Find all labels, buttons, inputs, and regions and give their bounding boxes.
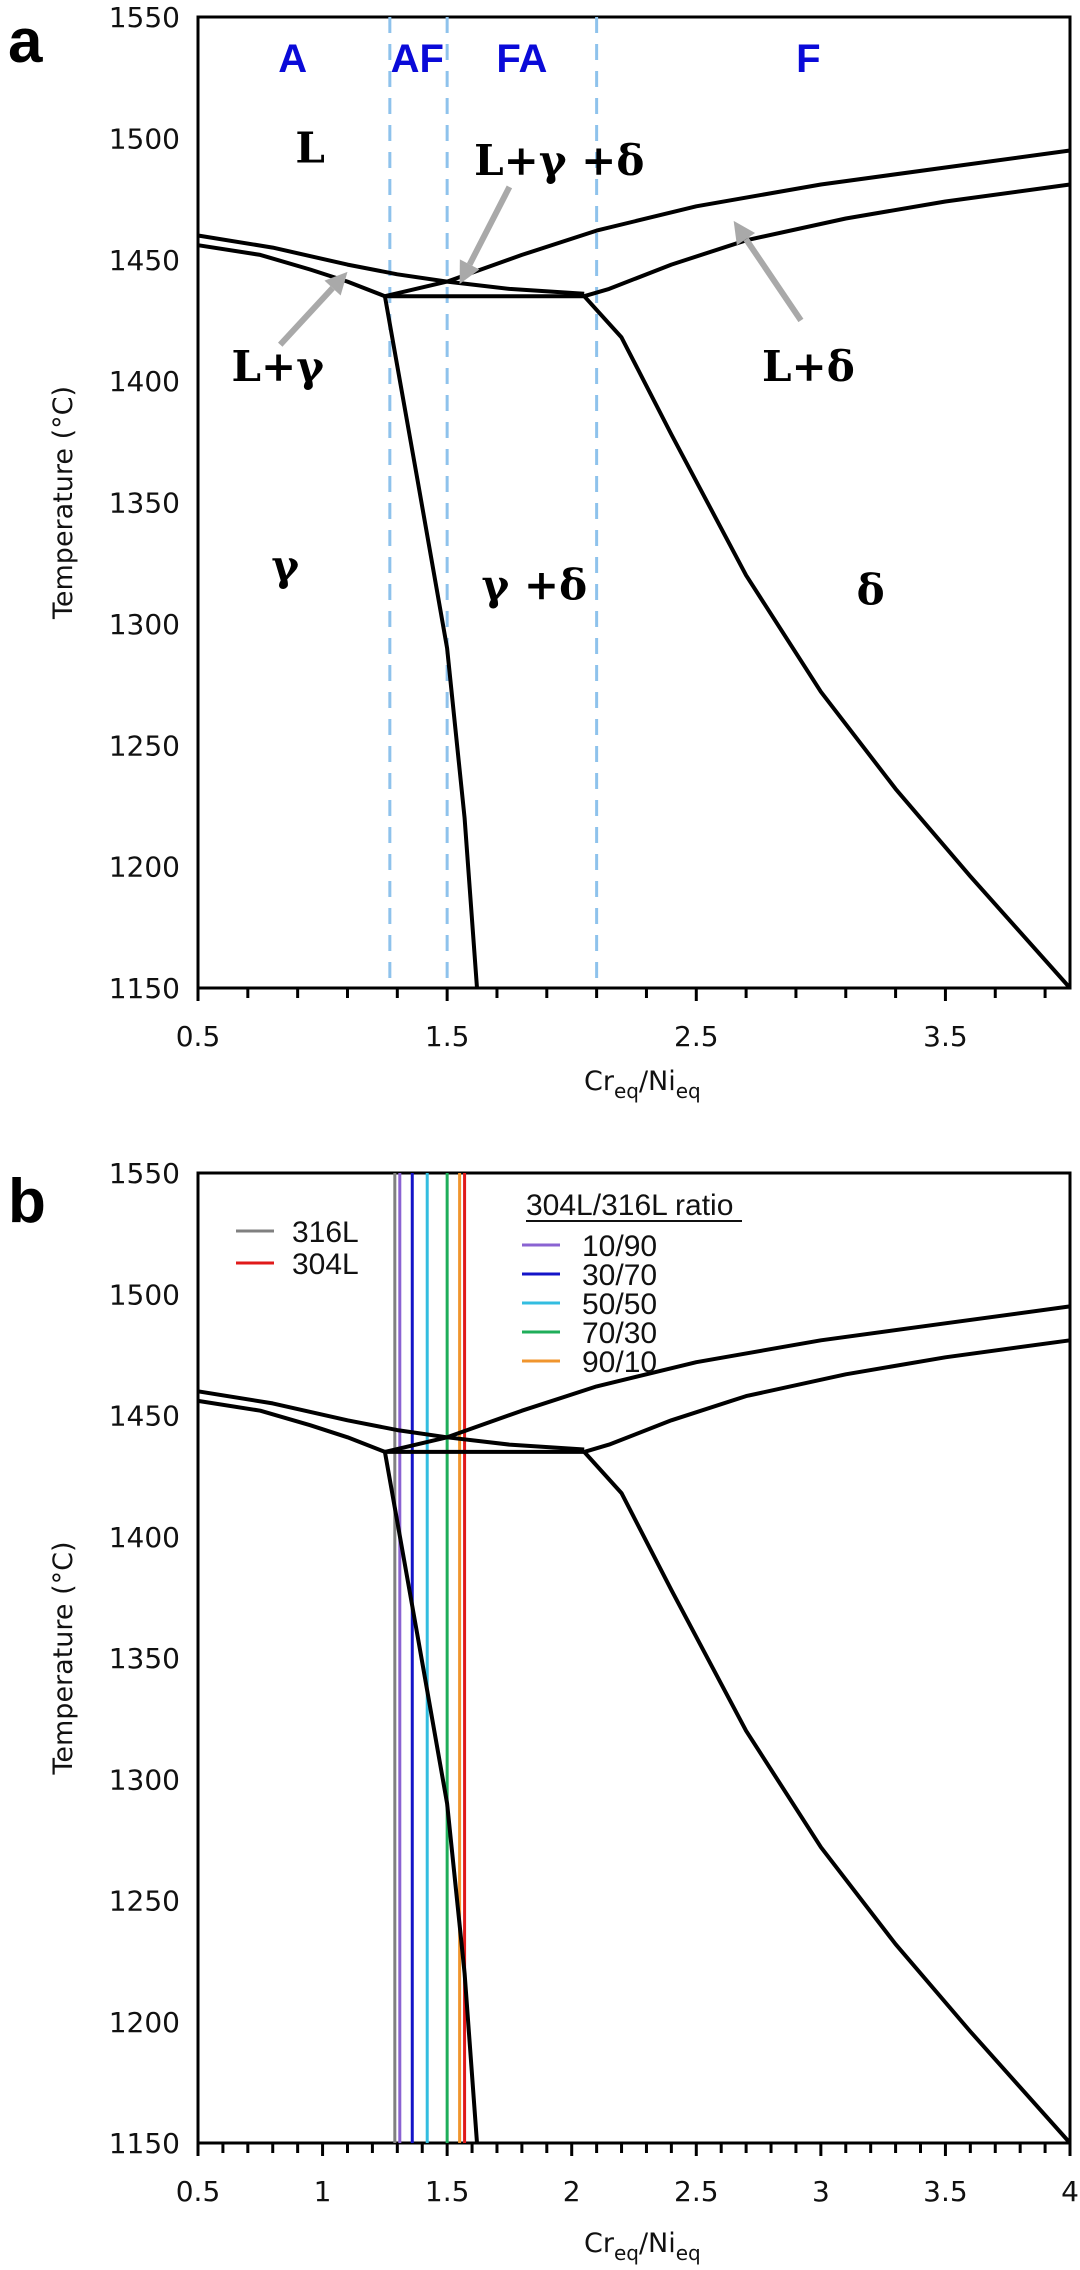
solidification-mode-label: AF bbox=[391, 37, 444, 81]
y-tick-label: 1400 bbox=[109, 365, 180, 398]
annotation-arrowhead bbox=[459, 259, 480, 285]
x-axis-title-subscript: eq bbox=[614, 1079, 639, 1103]
phase-label: L bbox=[295, 124, 325, 173]
x-tick-label: 0.5 bbox=[176, 2175, 221, 2208]
annotation-arrow bbox=[278, 286, 335, 347]
y-axis-title: Temperature (°C) bbox=[48, 1541, 79, 1775]
y-tick-label: 1550 bbox=[109, 1, 180, 34]
phase-boundary-solidus-gamma bbox=[197, 243, 386, 299]
phase-boundary-solvus-gamma bbox=[382, 1451, 479, 2144]
ratio-legend-label: 50/50 bbox=[582, 1288, 657, 1321]
phase-label: L+γ +δ bbox=[474, 136, 644, 185]
phase-boundary-liquidus-gamma bbox=[197, 233, 585, 296]
phase-boundary-solidus-delta bbox=[583, 1338, 1071, 1454]
y-axis-title: Temperature (°C) bbox=[48, 386, 79, 620]
panel-b-chart: b 1150 1200 1250 1300 1350 1400 1450 1500 1550 0.5… bbox=[8, 1157, 1079, 2265]
y-tick-label: 1300 bbox=[109, 1763, 180, 1796]
x-axis-title: Creq/Nieq bbox=[584, 2228, 701, 2265]
legend-label: 316L bbox=[292, 1216, 359, 1249]
phase-boundary-solidus-gamma bbox=[197, 1398, 386, 1454]
plot-frame bbox=[196, 1171, 1072, 2145]
phase-boundary-liquidus-gamma bbox=[197, 1389, 585, 1452]
panel-a-chart: a 1150 1200 1250 1300 1350 1400 1450 1500 1550 0.5… bbox=[8, 1, 1072, 1103]
y-tick-label: 1300 bbox=[109, 608, 180, 641]
ratio-legend-label: 10/90 bbox=[582, 1230, 657, 1263]
x-axis-title-subscript: eq bbox=[676, 1079, 701, 1103]
ratio-legend-label: 30/70 bbox=[582, 1259, 657, 1292]
y-tick-label: 1200 bbox=[109, 851, 180, 884]
y-tick-label: 1500 bbox=[109, 122, 180, 155]
panel-letter: b bbox=[8, 1167, 46, 1236]
x-axis-title-part: Cr bbox=[584, 1066, 615, 1097]
x-tick-label: 3.5 bbox=[923, 2175, 968, 2208]
x-tick-label: 3 bbox=[812, 2175, 830, 2208]
y-tick-label: 1450 bbox=[109, 244, 180, 277]
phase-label: L+γ bbox=[231, 342, 324, 391]
y-tick-label: 1450 bbox=[109, 1400, 180, 1433]
phase-label: δ bbox=[857, 565, 885, 614]
y-tick-label: 1400 bbox=[109, 1521, 180, 1554]
x-tick-label: 4 bbox=[1061, 2175, 1079, 2208]
x-axis-title-subscript: eq bbox=[614, 2241, 639, 2265]
x-axis-title-part: /Ni bbox=[639, 1066, 676, 1097]
phase-boundary-liquidus-delta bbox=[384, 1304, 1071, 1454]
x-tick-label: 1.5 bbox=[425, 1020, 470, 1053]
phase-boundary-solidus-delta bbox=[583, 182, 1071, 299]
solidification-mode-label: A bbox=[278, 37, 307, 81]
y-tick-label: 1150 bbox=[109, 972, 180, 1005]
legend-label: 304L bbox=[292, 1248, 359, 1281]
annotation-arrow bbox=[466, 185, 513, 266]
annotation-arrowhead bbox=[324, 271, 348, 296]
ratio-legend-title: 304L/316L ratio bbox=[526, 1189, 733, 1222]
phase-label: γ bbox=[271, 541, 299, 590]
x-tick-label: 2 bbox=[563, 2175, 581, 2208]
x-axis-title-part: /Ni bbox=[639, 2228, 676, 2259]
x-axis-title: Creq/Nieq bbox=[584, 1066, 701, 1103]
x-tick-label: 1 bbox=[314, 2175, 332, 2208]
panel-letter: a bbox=[8, 7, 43, 76]
phase-label: γ +δ bbox=[482, 561, 588, 610]
y-tick-label: 1200 bbox=[109, 2006, 180, 2039]
annotation-arrowhead bbox=[733, 220, 756, 246]
x-tick-label: 0.5 bbox=[176, 1020, 221, 1053]
x-tick-label: 3.5 bbox=[923, 1020, 968, 1053]
y-tick-label: 1250 bbox=[109, 1885, 180, 1918]
phase-label: L+δ bbox=[762, 342, 855, 391]
x-axis-title-part: Cr bbox=[584, 2228, 615, 2259]
ratio-legend-label: 90/10 bbox=[582, 1346, 657, 1379]
ratio-legend-label: 70/30 bbox=[582, 1317, 657, 1350]
x-tick-label: 2.5 bbox=[674, 2175, 719, 2208]
y-tick-label: 1500 bbox=[109, 1278, 180, 1311]
y-tick-label: 1550 bbox=[109, 1157, 180, 1190]
annotation-arrow bbox=[743, 237, 804, 323]
y-tick-label: 1350 bbox=[109, 1642, 180, 1675]
phase-boundary-liquidus-delta bbox=[384, 148, 1071, 299]
x-tick-label: 2.5 bbox=[674, 1020, 719, 1053]
y-tick-label: 1350 bbox=[109, 487, 180, 520]
phase-boundary-solvus-delta bbox=[582, 294, 1072, 990]
y-tick-label: 1250 bbox=[109, 729, 180, 762]
phase-boundary-solvus-delta bbox=[582, 1450, 1072, 2145]
solidification-mode-label: F bbox=[796, 37, 820, 81]
x-axis-title-subscript: eq bbox=[676, 2241, 701, 2265]
y-tick-label: 1150 bbox=[109, 2127, 180, 2160]
x-tick-label: 1.5 bbox=[425, 2175, 470, 2208]
solidification-mode-label: FA bbox=[496, 37, 547, 81]
phase-boundary-solvus-gamma bbox=[382, 295, 479, 989]
plot-frame bbox=[196, 15, 1072, 990]
